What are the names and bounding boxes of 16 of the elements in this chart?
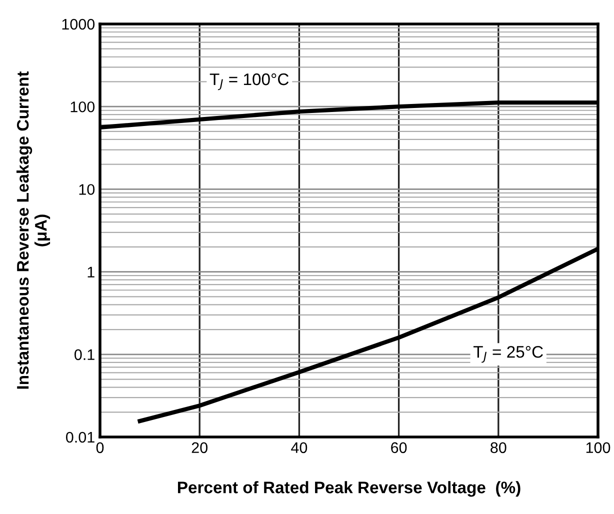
y-tick-label: 0.1: [74, 349, 94, 360]
y-tick-label: 10: [79, 184, 95, 195]
y-tick-label: 1000: [62, 18, 95, 30]
x-tick-label: 80: [490, 442, 506, 454]
y-tick-label: 100: [70, 101, 95, 112]
y-axis-title: Instantaneous Reverse Leakage Current (μA): [16, 71, 50, 389]
x-tick-label: 20: [192, 442, 208, 454]
text: T$_{J}$ = 25°C: [473, 346, 543, 363]
x-tick-label: 100: [586, 442, 610, 454]
x-axis-title: Percent of Rated Peak Reverse Voltage (%): [178, 481, 520, 497]
x-tick-label: 0: [96, 442, 104, 454]
y-tick-label: 0.01: [66, 432, 94, 443]
x-tick-label: 60: [391, 442, 407, 454]
y-tick-label: 1: [88, 266, 94, 278]
x-tick-label: 40: [291, 442, 308, 454]
series-label: T$_{J}$ = 100°C: [210, 73, 289, 90]
